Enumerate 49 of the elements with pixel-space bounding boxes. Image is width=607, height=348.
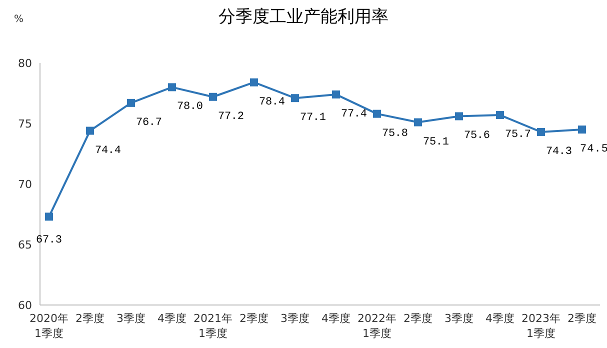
x-tick-label: 2020年 1季度 bbox=[30, 312, 68, 340]
point bbox=[209, 92, 217, 101]
point bbox=[373, 110, 381, 118]
point bbox=[250, 78, 258, 86]
point bbox=[578, 126, 586, 134]
data-label: 75.1 bbox=[423, 136, 450, 148]
data-label: 67.3 bbox=[36, 234, 62, 247]
data-label: 75.6 bbox=[464, 130, 490, 142]
point bbox=[127, 98, 135, 107]
x-tick-label: 2季度 bbox=[76, 312, 104, 325]
y-tick-label: 80 bbox=[18, 57, 32, 70]
y-tick-label: 60 bbox=[18, 299, 32, 312]
point bbox=[332, 90, 340, 98]
chart-title: 分季度工业产能利用率 bbox=[218, 7, 388, 27]
point bbox=[45, 212, 53, 221]
x-tick-label: 4季度 bbox=[322, 312, 350, 325]
point bbox=[414, 118, 422, 126]
data-label: 74.4 bbox=[95, 144, 122, 157]
data-label: 74.5 bbox=[580, 144, 607, 156]
point bbox=[537, 128, 545, 136]
point bbox=[86, 126, 94, 135]
x-tick-label: 4季度 bbox=[486, 312, 514, 325]
data-label: 77.2 bbox=[218, 110, 244, 123]
data-label: 78.0 bbox=[177, 101, 203, 114]
y-tick-label: 65 bbox=[18, 238, 32, 252]
data-label: 78.4 bbox=[259, 96, 286, 108]
x-tick-label: 2021年 1季度 bbox=[194, 312, 232, 340]
x-tick-label: 3季度 bbox=[280, 312, 310, 325]
x-tick-label: 2季度 bbox=[240, 312, 268, 325]
point bbox=[168, 83, 176, 92]
y-tick-label: 75 bbox=[18, 118, 32, 130]
data-label: 74.3 bbox=[546, 146, 572, 158]
x-tick-label: 2023年 1季度 bbox=[522, 312, 560, 340]
x-tick-label: 3季度 bbox=[444, 312, 474, 325]
y-tick-label: 70 bbox=[18, 178, 32, 191]
x-tick-label: 2022年 1季度 bbox=[358, 312, 396, 340]
x-tick-label: 2季度 bbox=[404, 312, 432, 325]
point bbox=[455, 112, 463, 120]
point bbox=[496, 111, 504, 120]
point bbox=[291, 94, 299, 102]
data-label: 77.1 bbox=[300, 112, 326, 124]
x-tick-label: 4季度 bbox=[158, 312, 186, 325]
data-label: 75.8 bbox=[382, 128, 408, 140]
y-axis-title: % bbox=[14, 14, 24, 25]
x-tick-label: 3季度 bbox=[116, 312, 146, 325]
x-tick-label: 2季度 bbox=[568, 312, 596, 325]
data-label: 77.4 bbox=[341, 108, 368, 120]
data-label: 76.7 bbox=[136, 116, 162, 129]
data-label: 75.7 bbox=[505, 129, 531, 142]
